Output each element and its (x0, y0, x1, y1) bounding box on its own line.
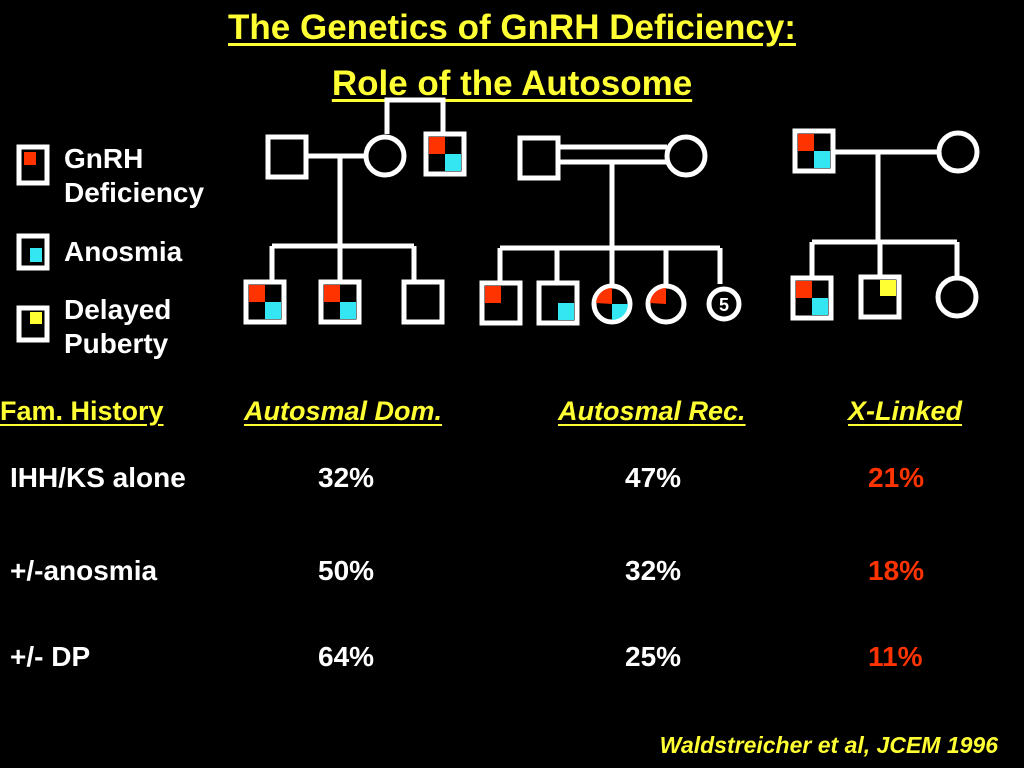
legend-anosmia-label: Anosmia (64, 236, 183, 267)
cell-rec-row-1: 47% (625, 462, 682, 493)
family-1-child-3 (401, 279, 445, 325)
family-2-child-4 (645, 283, 687, 325)
family-3-child-3 (935, 275, 979, 319)
citation: Waldstreicher et al, JCEM 1996 (659, 732, 998, 758)
family-3-child-1 (790, 275, 834, 321)
cell-dom-row-1: 32% (318, 462, 375, 493)
family-3-pedigree (809, 149, 960, 278)
sibship-count-label: 5 (719, 295, 729, 315)
family-2-father (517, 135, 561, 181)
family-1-child-1 (243, 279, 287, 325)
family-1-mother (363, 134, 407, 178)
cell-dom-row-3: 64% (318, 641, 375, 672)
cell-dom-row-2: 50% (318, 555, 375, 586)
legend-gnrh-label: GnRH Deficiency (64, 143, 205, 208)
header-x-linked: X-Linked (848, 396, 963, 426)
family-2-child-2 (536, 280, 580, 326)
cell-xl-row-2: 18% (868, 555, 925, 586)
title-line-2: Role of the Autosome (331, 64, 693, 103)
family-1-pedigree (269, 97, 446, 282)
cell-rec-row-3: 25% (625, 641, 682, 672)
family-3-mother (936, 130, 980, 174)
cell-xl-row-1: 21% (868, 462, 925, 493)
cell-xl-row-3: 11% (868, 641, 923, 672)
family-3-father (792, 128, 836, 174)
legend-gnrh-icon (16, 144, 50, 186)
family-2-pedigree (497, 144, 723, 284)
title-line-1: The Genetics of GnRH Deficiency: (228, 8, 796, 47)
row-label-anosmia: +/-anosmia (10, 555, 158, 586)
legend-delayed-puberty-label: Delayed Puberty (64, 294, 172, 359)
header-autosomal-dominant: Autosmal Dom. (244, 396, 443, 426)
header-fam-history: Fam. History (0, 396, 164, 426)
family-2-mother (664, 134, 708, 178)
legend-anosmia-icon (16, 233, 50, 271)
header-autosomal-recessive: Autosmal Rec. (558, 396, 746, 426)
cell-rec-row-2: 32% (625, 555, 682, 586)
family-1-mother-sibling (423, 131, 467, 177)
family-2-child-3 (591, 283, 633, 325)
row-label-ihh-ks-alone: IHH/KS alone (10, 462, 186, 493)
family-2-sibship-5: 5 (706, 286, 742, 322)
family-3-child-2 (858, 274, 902, 320)
family-1-father (265, 134, 309, 180)
family-1-child-2 (318, 279, 362, 325)
legend-delayed-puberty-icon (16, 305, 50, 343)
row-label-dp: +/- DP (10, 641, 91, 672)
family-2-child-1 (479, 280, 523, 326)
